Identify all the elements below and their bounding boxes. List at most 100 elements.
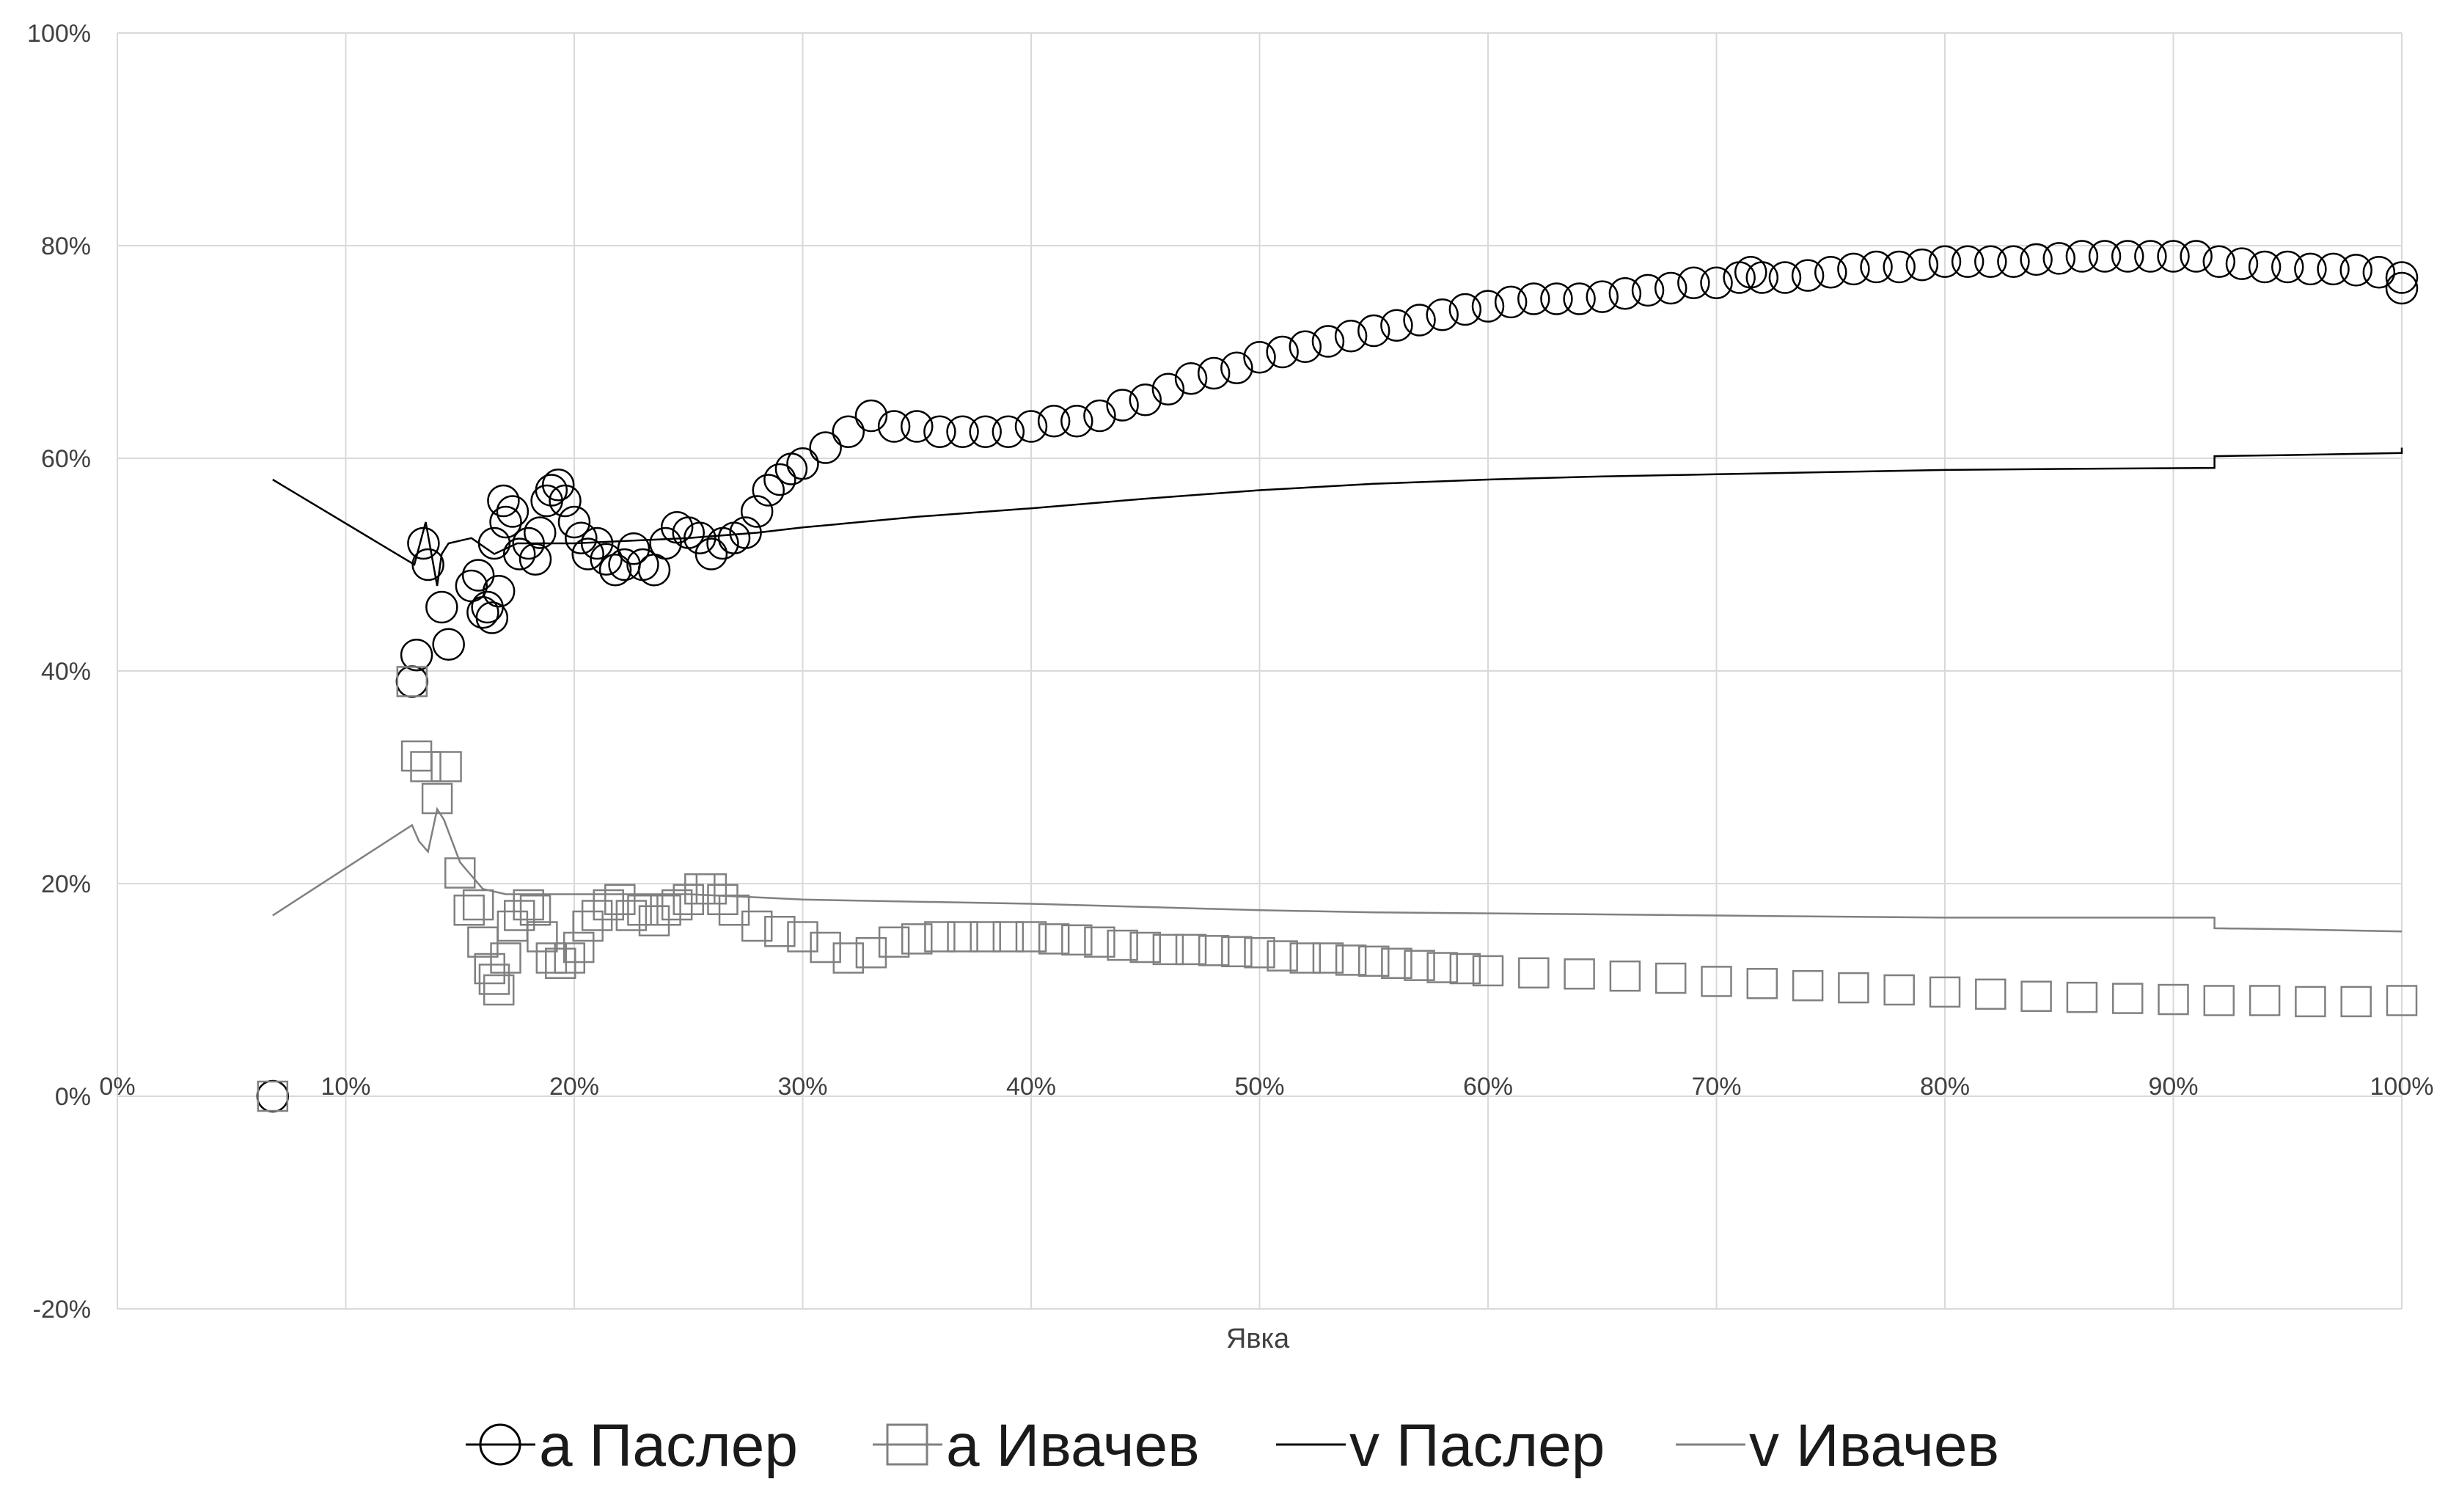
data-point: [1449, 953, 1481, 985]
data-point: [947, 921, 978, 953]
series-line: [272, 807, 2403, 933]
data-point: [425, 590, 458, 624]
gridlines: [117, 32, 2403, 1310]
data-point: [1380, 309, 1413, 342]
data-point: [1654, 271, 1687, 305]
data-point: [1311, 325, 1345, 358]
data-point: [2111, 983, 2144, 1014]
data-point: [1426, 298, 1459, 331]
data-point: [257, 1080, 289, 1112]
data-point: [466, 596, 499, 629]
data-point: [878, 926, 910, 958]
data-point: [617, 532, 651, 565]
data-point: [969, 415, 1002, 448]
y-tick-label: 0%: [55, 1083, 91, 1111]
x-tick-label: 70%: [1691, 1073, 1741, 1101]
data-point: [741, 910, 773, 942]
data-point: [1471, 290, 1505, 323]
data-point: [740, 495, 774, 528]
data-point: [1335, 944, 1367, 976]
legend-item: v Паслер: [1276, 1412, 1605, 1479]
data-point: [474, 953, 505, 985]
x-tick-label: 50%: [1234, 1073, 1284, 1101]
data-point: [1174, 362, 1208, 395]
data-point: [1220, 351, 1253, 384]
data-point: [2134, 240, 2167, 273]
data-point: [478, 964, 510, 995]
data-point: [1197, 356, 1231, 390]
data-point: [855, 937, 887, 969]
data-point: [2385, 261, 2419, 294]
data-point: [832, 415, 865, 448]
data-point: [1198, 935, 1230, 966]
data-point: [2362, 256, 2396, 289]
data-point: [2271, 250, 2304, 284]
data-point: [1426, 952, 1458, 983]
data-point: [1151, 373, 1185, 405]
data-point: [2249, 985, 2281, 1016]
data-point: [1083, 399, 1116, 433]
data-point: [1267, 940, 1298, 972]
x-tick-label: 20%: [549, 1073, 599, 1101]
data-point: [764, 916, 796, 947]
data-point: [1974, 245, 2007, 278]
data-point: [638, 905, 670, 936]
y-tick-label: 40%: [41, 658, 91, 686]
data-point: [832, 942, 865, 974]
legend-label: a Паслер: [539, 1412, 798, 1479]
data-point: [854, 399, 888, 433]
data-point: [581, 900, 613, 931]
data-point: [2317, 252, 2350, 286]
data-point: [535, 942, 568, 974]
data-point: [1403, 304, 1436, 337]
data-point: [1654, 962, 1687, 994]
data-point: [1745, 261, 1779, 294]
data-point: [2020, 243, 2053, 276]
data-point: [549, 484, 582, 518]
data-point: [1037, 405, 1071, 438]
data-point: [400, 639, 433, 672]
legend-label: v Ивачев: [1749, 1412, 1999, 1479]
data-point: [1975, 978, 2007, 1010]
data-point: [598, 554, 632, 587]
data-point: [2202, 245, 2236, 278]
data-point: [1860, 250, 1893, 284]
legend-marker-circle: [479, 1423, 521, 1466]
data-point: [1837, 252, 1870, 286]
data-point: [545, 947, 576, 979]
data-point: [502, 537, 536, 570]
data-point: [877, 410, 911, 443]
data-point: [650, 895, 681, 926]
x-tick-label: 30%: [777, 1073, 827, 1101]
data-point: [2066, 981, 2098, 1013]
series-v-ивачев: [272, 807, 2403, 933]
data-point: [2042, 242, 2075, 275]
data-point: [503, 900, 535, 931]
data-point: [1038, 923, 1070, 955]
data-point: [1014, 410, 1048, 443]
y-tick-label: -20%: [33, 1296, 91, 1324]
series-layer: [256, 240, 2419, 1113]
data-point: [1060, 405, 1093, 438]
data-point: [1701, 966, 1732, 997]
data-point: [1608, 277, 1642, 310]
data-point: [2065, 240, 2099, 273]
data-point: [557, 505, 591, 539]
data-point: [2088, 240, 2122, 273]
data-point: [695, 537, 728, 570]
data-point: [444, 857, 476, 889]
data-point: [1814, 256, 1847, 289]
y-tick-label: 20%: [41, 870, 91, 898]
data-point: [923, 415, 956, 448]
data-point: [604, 884, 636, 915]
data-point: [901, 410, 934, 443]
data-point: [1448, 293, 1482, 326]
data-point: [1244, 937, 1275, 969]
data-point: [901, 923, 933, 955]
data-point: [649, 526, 682, 560]
data-point: [1357, 314, 1390, 348]
data-point: [2386, 985, 2418, 1016]
data-point: [707, 884, 739, 915]
